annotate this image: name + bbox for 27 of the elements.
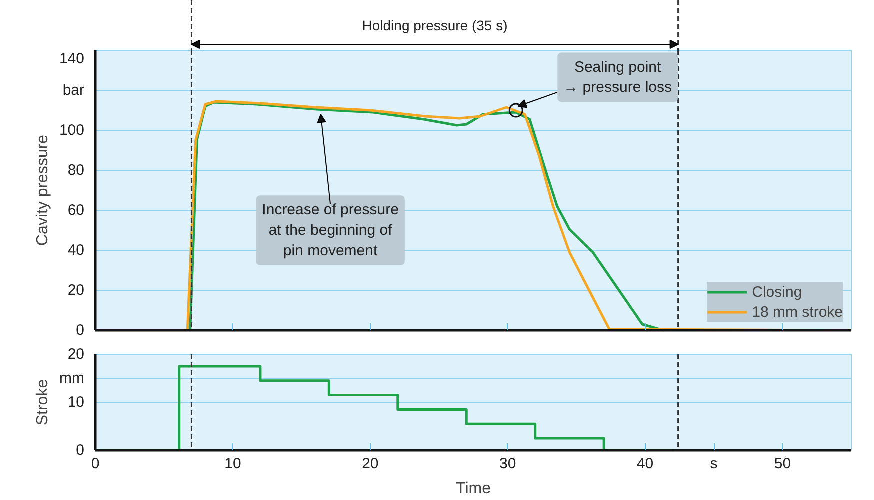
legend-label: Closing [752, 284, 802, 300]
y-tick-label: bar [62, 82, 85, 99]
x-axis-title: Time [456, 480, 492, 498]
y-tick-label: 10 [68, 394, 85, 411]
y-tick-label: 0 [76, 322, 84, 339]
y-axis-title: Stroke [34, 379, 52, 426]
y-tick-label: 20 [68, 282, 85, 299]
legend-label: 18 mm stroke [752, 304, 843, 320]
x-tick-label: 0 [91, 456, 100, 472]
x-tick-label: 10 [224, 456, 242, 472]
y-tick-label: 100 [59, 122, 85, 139]
x-tick-label: 30 [500, 456, 516, 472]
x-tick-label: s [710, 456, 718, 472]
y-tick-label: 0 [76, 442, 84, 459]
x-tick-label: 50 [774, 456, 792, 472]
y-tick-label: 140 [59, 50, 85, 68]
y-tick-label: 80 [68, 162, 85, 179]
x-tick-label: 40 [636, 456, 654, 472]
annotation: Increase of pressure at the beginning of pin movement [262, 202, 399, 260]
y-tick-label: mm [60, 370, 85, 387]
annotation: Sealing point → pressure loss [564, 58, 672, 96]
text: Holding pressure (35 s) [362, 18, 508, 34]
y-tick-label: 60 [68, 202, 85, 219]
y-tick-label: 20 [68, 346, 85, 363]
y-tick-label: 40 [68, 242, 85, 259]
x-tick-label: 20 [362, 456, 379, 472]
y-axis-title: Cavity pressure [34, 134, 52, 246]
